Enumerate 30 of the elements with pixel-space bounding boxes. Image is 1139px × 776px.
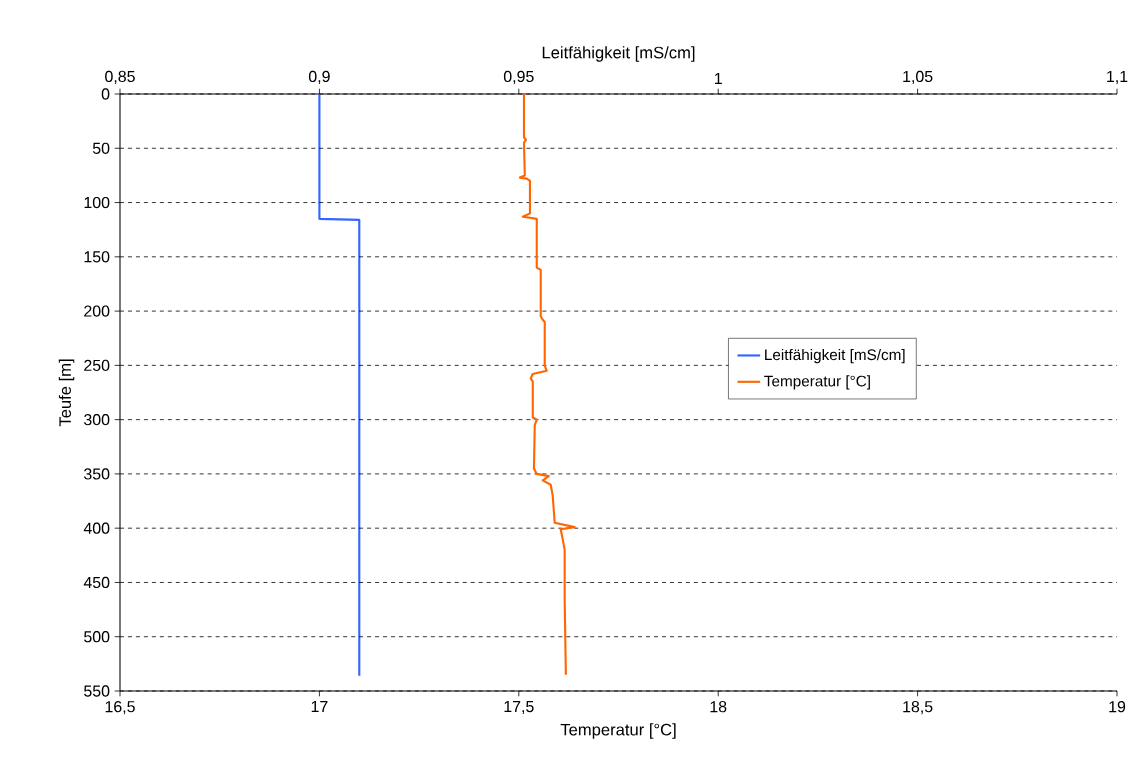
- x-tick-label: 19: [1109, 701, 1126, 713]
- y-tick-label: 300: [84, 414, 110, 426]
- x-axis-title: Temperatur [°C]: [560, 723, 676, 739]
- y-tick-label: 350: [84, 468, 110, 480]
- legend-label: Temperatur [°C]: [764, 375, 870, 390]
- x2-tick-label: 1: [714, 73, 722, 84]
- x-tick-label: 18,5: [903, 701, 933, 715]
- x-tick-label: 16,5: [105, 701, 135, 715]
- y-tick-label: 250: [84, 359, 110, 371]
- x2-tick-label: 1,1: [1107, 71, 1128, 84]
- x2-tick-label: 0,9: [308, 70, 330, 84]
- x-tick-label: 18: [710, 701, 727, 713]
- legend-label: Leitfähigkeit [mS/cm]: [765, 348, 905, 364]
- x-tick-label: 17,5: [504, 701, 534, 715]
- y-tick-label: 450: [83, 576, 110, 589]
- x2-tick-label: 0,85: [105, 70, 135, 84]
- x2-tick-label: 1,05: [903, 70, 933, 84]
- y-tick-label: 200: [84, 305, 110, 317]
- x2-tick-label: 0,95: [503, 70, 534, 84]
- x-tick-label: 17: [311, 701, 328, 712]
- y-axis-title: Teufe [m]: [58, 359, 75, 427]
- x2-axis-title: Leitfähigkeit [mS/cm]: [542, 46, 695, 62]
- y-tick-label: 50: [92, 142, 110, 154]
- y-tick-label: 550: [84, 685, 110, 697]
- line-series: [518, 94, 576, 676]
- y-tick-label: 500: [84, 631, 110, 643]
- y-tick-label: 150: [84, 251, 110, 263]
- y-tick-label: 0: [101, 88, 110, 100]
- y-tick-label: 400: [83, 522, 110, 534]
- y-tick-label: 100: [84, 196, 110, 209]
